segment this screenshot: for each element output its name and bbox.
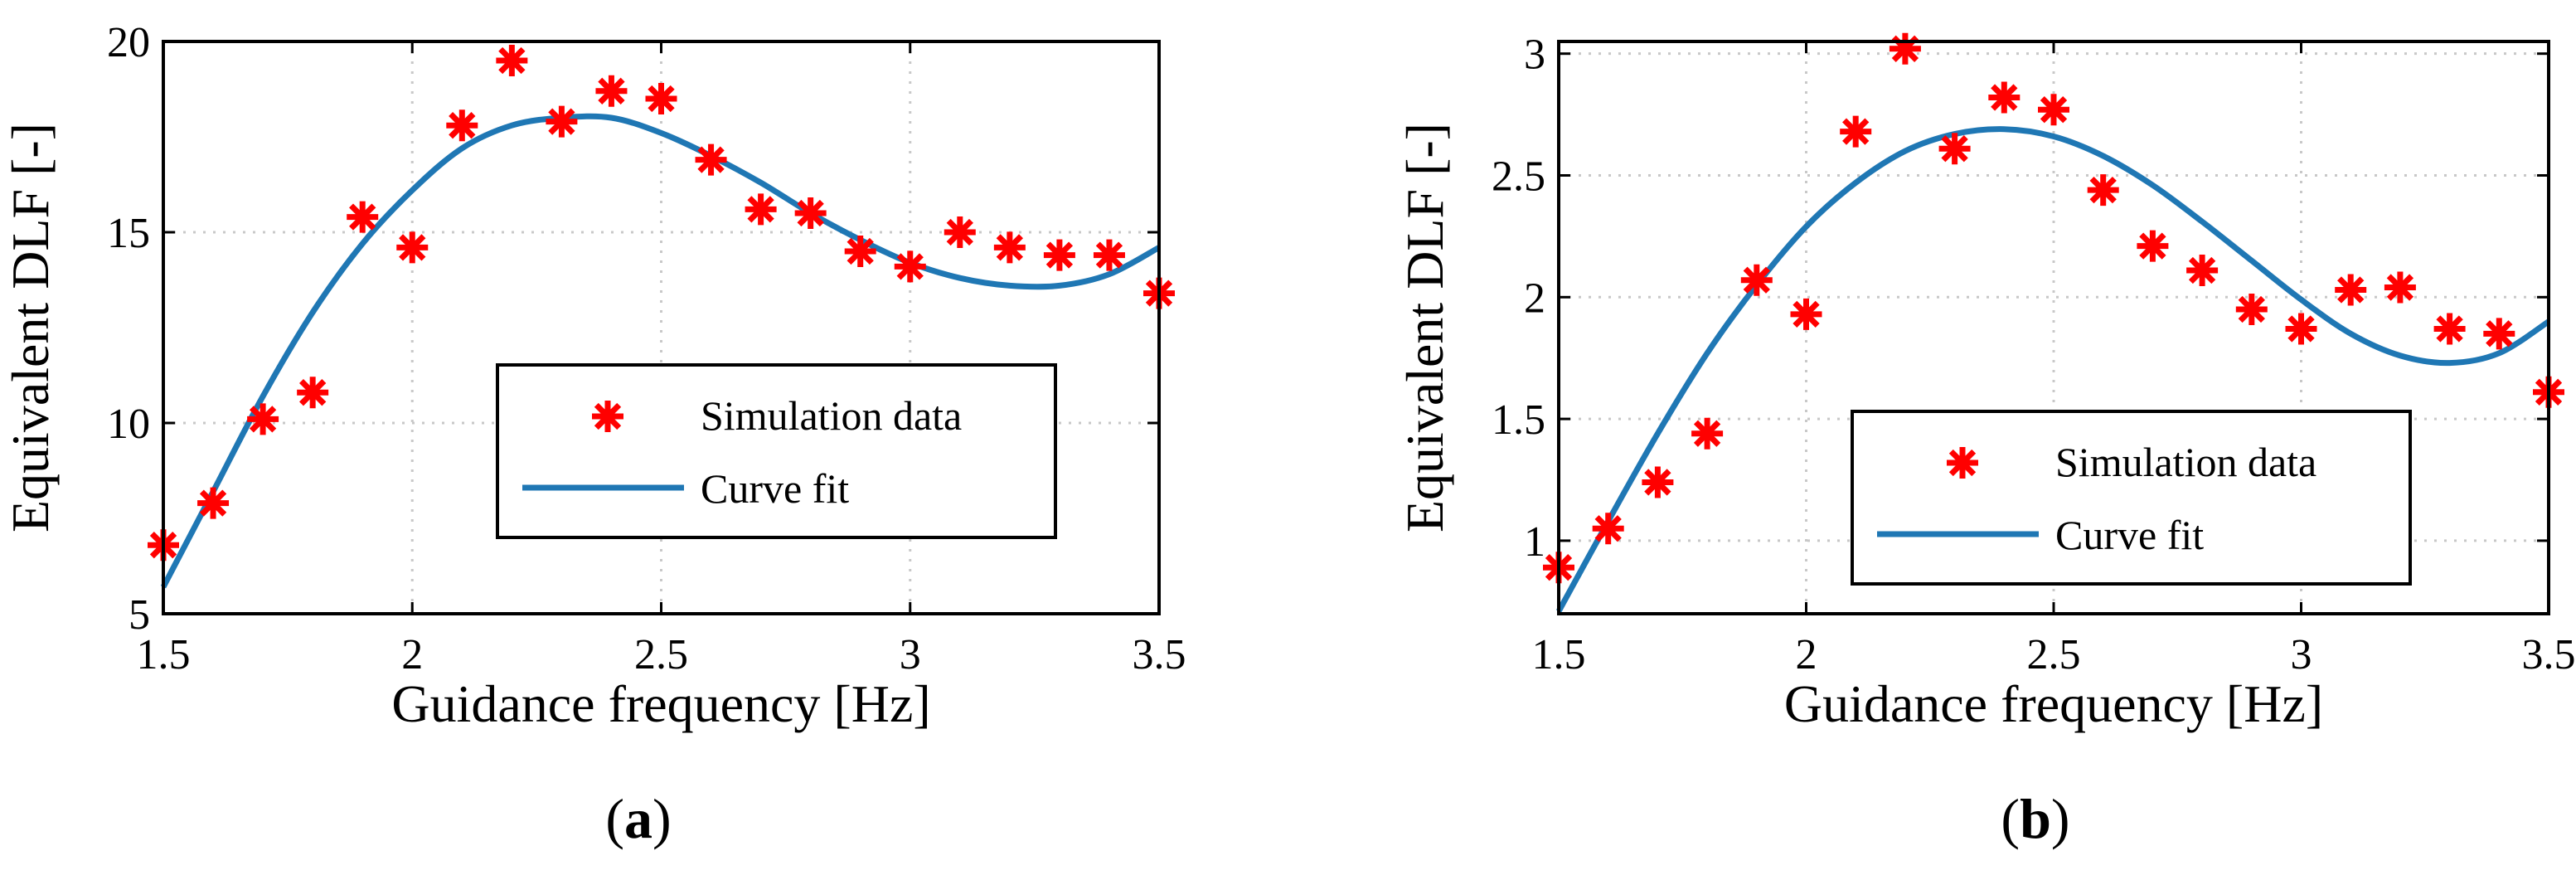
data-point xyxy=(496,45,528,76)
x-axis-label: Guidance frequency [Hz] xyxy=(1784,674,2323,733)
legend-box xyxy=(496,363,1057,539)
data-point xyxy=(297,377,329,409)
legend-label-simulation: Simulation data xyxy=(2055,439,2316,485)
data-point xyxy=(2186,255,2219,286)
data-point xyxy=(894,250,926,283)
legend-marker-simulation xyxy=(1947,447,1978,479)
data-point xyxy=(546,105,578,138)
data-point xyxy=(1938,133,1971,165)
panel-label-letter: a xyxy=(624,787,652,850)
legend-marker-simulation xyxy=(592,401,623,432)
data-point xyxy=(2285,313,2317,345)
x-tick-label: 3.5 xyxy=(1133,631,1186,678)
data-point xyxy=(993,231,1026,264)
data-point xyxy=(446,109,478,142)
panel-label-close: ) xyxy=(2051,787,2070,850)
x-tick-label: 2.5 xyxy=(634,631,688,678)
x-tick-label: 1.5 xyxy=(1532,631,1586,678)
y-tick-label: 2 xyxy=(1524,275,1545,322)
x-tick-label: 2.5 xyxy=(2027,631,2081,678)
data-point xyxy=(2235,293,2268,325)
x-tick-label: 2 xyxy=(1796,631,1817,678)
data-point xyxy=(794,197,827,229)
panel-label-open: ( xyxy=(605,787,624,850)
panel-label-open: ( xyxy=(2001,787,2020,850)
data-point xyxy=(2335,274,2367,306)
panel-label: (a) xyxy=(605,787,671,850)
legend: Simulation data Curve fit xyxy=(1851,410,2412,586)
data-point xyxy=(944,216,976,248)
x-tick-label: 3 xyxy=(900,631,921,678)
data-point xyxy=(1592,513,1624,545)
data-point xyxy=(844,236,876,267)
y-tick-label: 5 xyxy=(129,591,150,639)
data-point xyxy=(595,75,628,107)
y-tick-label: 10 xyxy=(107,401,150,448)
legend-label-simulation: Simulation data xyxy=(701,392,962,439)
y-tick-label: 2.5 xyxy=(1492,153,1545,200)
data-point xyxy=(2087,174,2119,207)
legend-box xyxy=(1851,410,2412,586)
data-point xyxy=(1840,115,1872,148)
y-axis-label: Equivalent DLF [-] xyxy=(1395,123,1454,532)
y-tick-label: 15 xyxy=(107,210,150,257)
data-point xyxy=(1642,466,1674,498)
data-point xyxy=(2137,230,2169,262)
data-point xyxy=(1093,239,1125,271)
data-point xyxy=(2483,318,2515,350)
x-axis-label: Guidance frequency [Hz] xyxy=(391,674,930,733)
data-point xyxy=(1691,417,1724,450)
legend: Simulation data Curve fit xyxy=(496,363,1057,539)
data-point xyxy=(2433,313,2466,345)
curve-fit-line xyxy=(160,113,1161,589)
panel-label: (b) xyxy=(2001,787,2069,850)
x-tick-label: 2 xyxy=(401,631,423,678)
data-point xyxy=(1043,239,1075,271)
data-point xyxy=(247,403,279,435)
y-tick-label: 1.5 xyxy=(1492,396,1545,444)
data-point xyxy=(2038,94,2069,126)
data-point xyxy=(396,231,429,264)
legend-label-curve-fit: Curve fit xyxy=(2055,512,2204,558)
x-tick-label: 3 xyxy=(2291,631,2312,678)
data-point xyxy=(695,143,727,176)
y-axis-label: Equivalent DLF [-] xyxy=(1,123,60,532)
data-point xyxy=(645,83,677,114)
curve-fit-line xyxy=(1555,126,2550,613)
x-tick-label: 3.5 xyxy=(2522,631,2576,678)
data-point xyxy=(2384,271,2416,304)
data-point xyxy=(197,487,230,519)
y-tick-label: 1 xyxy=(1524,518,1545,566)
data-point xyxy=(745,193,777,226)
data-point xyxy=(347,201,379,233)
legend-label-curve-fit: Curve fit xyxy=(701,465,849,512)
data-point xyxy=(1790,298,1822,330)
panel-label-letter: b xyxy=(2020,787,2051,850)
y-tick-label: 3 xyxy=(1524,32,1545,79)
data-point xyxy=(1889,32,1921,65)
y-tick-label: 20 xyxy=(107,19,150,66)
chart-panel-a: 1.5 2 2.5 3 3.5 5 10 15 20 Guidance frequency [Hz… xyxy=(1,19,1186,850)
data-point xyxy=(1740,264,1773,296)
data-point xyxy=(1988,81,2021,114)
x-tick-label: 1.5 xyxy=(137,631,191,678)
panel-label-close: ) xyxy=(652,787,672,850)
